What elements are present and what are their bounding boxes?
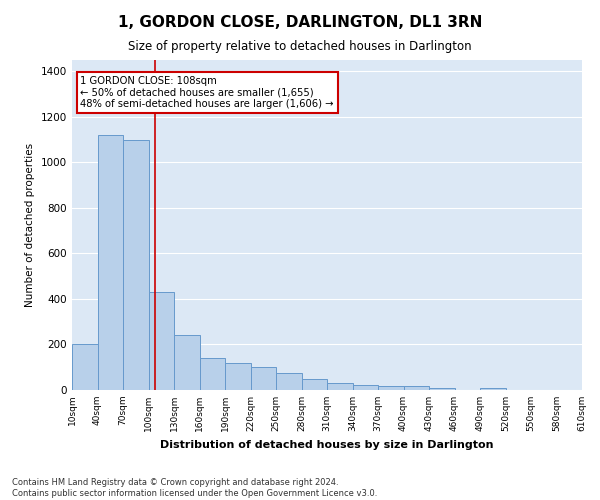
Bar: [225, 362, 251, 390]
Bar: [174, 336, 199, 390]
Bar: [123, 140, 149, 390]
Bar: [327, 383, 353, 390]
Bar: [97, 135, 123, 390]
Bar: [199, 358, 225, 390]
Bar: [404, 386, 429, 390]
Bar: [276, 373, 302, 390]
Text: 1 GORDON CLOSE: 108sqm
← 50% of detached houses are smaller (1,655)
48% of semi-: 1 GORDON CLOSE: 108sqm ← 50% of detached…: [80, 76, 334, 109]
Bar: [353, 385, 378, 390]
Bar: [378, 386, 404, 390]
Y-axis label: Number of detached properties: Number of detached properties: [25, 143, 35, 307]
X-axis label: Distribution of detached houses by size in Darlington: Distribution of detached houses by size …: [160, 440, 494, 450]
Bar: [72, 344, 97, 390]
Bar: [429, 388, 455, 390]
Text: Contains HM Land Registry data © Crown copyright and database right 2024.
Contai: Contains HM Land Registry data © Crown c…: [12, 478, 377, 498]
Bar: [480, 388, 506, 390]
Text: 1, GORDON CLOSE, DARLINGTON, DL1 3RN: 1, GORDON CLOSE, DARLINGTON, DL1 3RN: [118, 15, 482, 30]
Bar: [149, 292, 174, 390]
Text: Size of property relative to detached houses in Darlington: Size of property relative to detached ho…: [128, 40, 472, 53]
Bar: [251, 367, 276, 390]
Bar: [302, 378, 327, 390]
